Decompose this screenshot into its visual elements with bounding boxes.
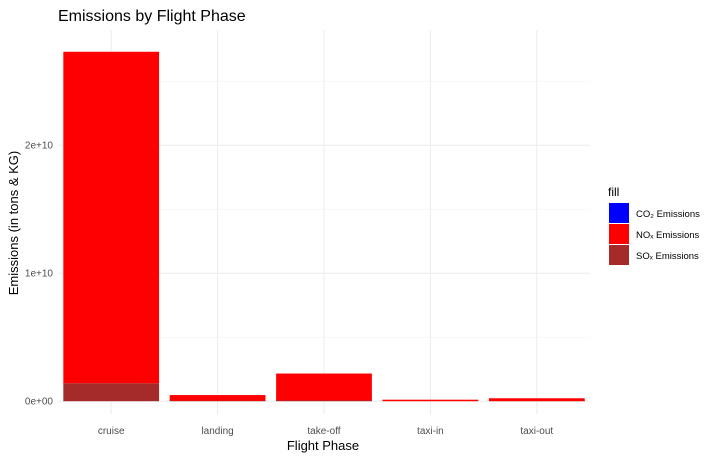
y-tick-label: 2e+10: [25, 141, 54, 152]
legend-label: SOₓ Emissions: [636, 251, 699, 262]
legend: fill CO₂ Emissions NOₓ Emissions SOₓ Emiss…: [608, 185, 700, 265]
x-tick-label: taxi-out: [520, 426, 553, 437]
y-axis-ticks: 0e+00 1e+10 2e+10: [25, 141, 54, 408]
legend-label: CO₂ Emissions: [636, 209, 700, 220]
y-tick-label: 0e+00: [25, 397, 54, 408]
x-tick-label: landing: [201, 426, 233, 437]
x-tick-label: cruise: [98, 426, 125, 437]
legend-title: fill: [608, 185, 619, 199]
bar-taxi-in-noₓ: [382, 399, 479, 402]
x-tick-label: take-off: [307, 426, 340, 437]
legend-swatch: [609, 224, 629, 244]
bar-taxi-out-noₓ: [488, 398, 585, 402]
y-axis-title: Emissions (in tons & KG): [6, 151, 21, 296]
y-tick-label: 1e+10: [25, 269, 54, 280]
bar-take-off-soₓ: [276, 399, 372, 402]
legend-swatch: [609, 245, 629, 265]
legend-swatch: [609, 203, 629, 223]
x-axis-title: Flight Phase: [287, 438, 359, 453]
x-axis-ticks: cruise landing take-off taxi-in taxi-out: [98, 426, 554, 437]
bar-take-off-noₓ: [276, 373, 372, 401]
bar-cruise-soₓ: [63, 383, 160, 402]
legend-label: NOₓ Emissions: [636, 230, 700, 241]
bar-landing-noₓ: [169, 395, 266, 401]
bar-cruise-noₓ: [63, 51, 160, 384]
bars: [63, 51, 585, 402]
chart-title: Emissions by Flight Phase: [58, 8, 246, 25]
x-tick-label: taxi-in: [417, 426, 444, 437]
